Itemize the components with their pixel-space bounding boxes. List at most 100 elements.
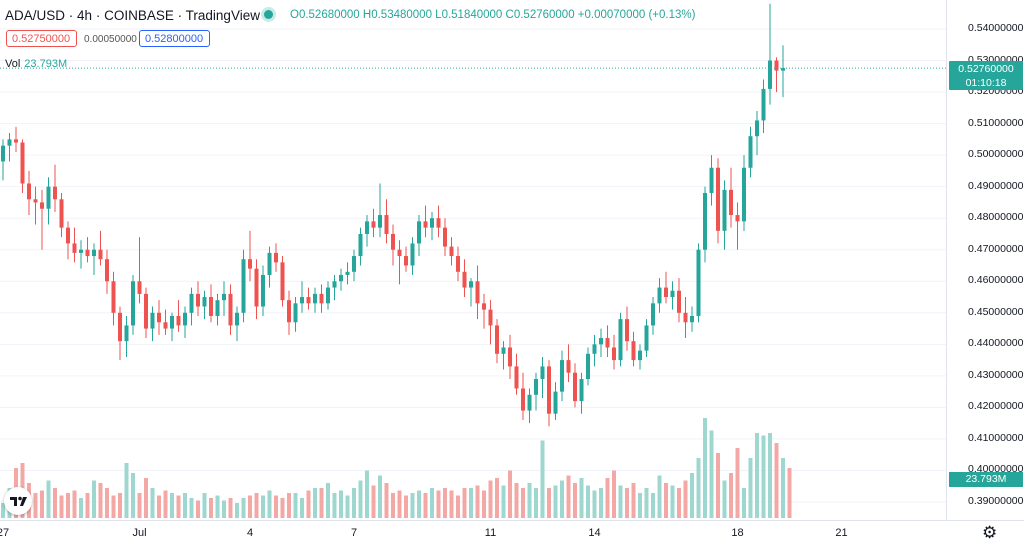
volume-bar [59, 495, 64, 518]
candle-body [631, 341, 636, 361]
price-tick-label: 0.54000000 [968, 22, 1024, 34]
volume-bar [430, 488, 434, 518]
candle-body [40, 202, 44, 209]
candle-body [371, 221, 376, 228]
candle-body [131, 281, 135, 326]
time-tick-label: 18 [731, 527, 744, 539]
candle-body [1, 145, 5, 162]
candle-body [66, 227, 70, 244]
volume-bar [651, 493, 655, 518]
volume-bar [755, 433, 759, 518]
candle-body [144, 293, 148, 329]
price-tick-label: 0.47000000 [968, 242, 1024, 255]
volume-bar [261, 495, 265, 518]
candle-body [774, 60, 779, 71]
buy-button[interactable]: 0.52800000 [139, 30, 210, 47]
volume-bar [313, 488, 317, 518]
price-tick-label: 0.43000000 [968, 368, 1024, 381]
price-tick-label: 0.46000000 [968, 274, 1024, 287]
candle-body [781, 68, 785, 71]
candle-body [98, 249, 103, 260]
candle-body [313, 293, 317, 304]
candle-body [683, 312, 688, 323]
volume-bar [150, 488, 155, 518]
candle-body [176, 315, 181, 326]
volume-bar [339, 490, 343, 518]
candle-body [20, 142, 25, 184]
candle-body [170, 315, 174, 329]
candle-body [79, 249, 83, 253]
candle-body [254, 268, 259, 307]
volume-bar [644, 488, 649, 518]
volume-bar [540, 440, 545, 518]
sell-button[interactable]: 0.52750000 [6, 30, 77, 47]
candle-body [521, 388, 525, 411]
volume-bar [248, 495, 252, 518]
market-status-icon[interactable] [264, 10, 273, 19]
volume-bar [722, 480, 727, 518]
candle-body [748, 136, 753, 168]
volume-legend[interactable]: Vol 23.793M [5, 58, 67, 70]
volume-bar [358, 480, 363, 518]
volume-bar [352, 488, 356, 518]
volume-bar [462, 488, 467, 518]
volume-bar [482, 490, 486, 518]
price-tick-label: 0.48000000 [968, 211, 1024, 224]
volume-bar [527, 483, 532, 518]
candle-body [677, 290, 681, 313]
volume-bar [508, 470, 512, 518]
candle-body [27, 183, 31, 200]
candle-body [14, 139, 18, 143]
x-axis-line [0, 520, 1024, 521]
symbol-header[interactable]: ADA/USD · 4h · COINBASE · TradingView [5, 8, 260, 23]
price-tick-label: 0.44000000 [968, 337, 1024, 350]
volume-bar [774, 443, 779, 518]
candle-body [189, 293, 194, 313]
volume-bar [553, 485, 558, 518]
candle-body [761, 88, 766, 121]
candle-body [150, 312, 155, 329]
change-value: +0.00070000 (+0.13%) [577, 9, 696, 21]
candle-body [722, 189, 727, 231]
volume-bar [670, 485, 675, 518]
volume-bar [417, 490, 421, 518]
interval-label[interactable]: 4h [77, 8, 93, 23]
volume-bar [781, 458, 785, 518]
volume-bar [443, 488, 447, 518]
volume-bar [664, 483, 668, 518]
candle-body [488, 309, 493, 326]
candle-body [391, 233, 395, 250]
candle-body [670, 290, 675, 298]
volume-bar [521, 488, 525, 518]
price-tick-label: 0.41000000 [968, 431, 1024, 444]
volume-bar [1, 503, 5, 518]
exchange-label: COINBASE [104, 8, 174, 23]
candle-body [423, 221, 428, 228]
candle-body [436, 218, 441, 228]
candle-body [248, 259, 252, 269]
gear-icon[interactable]: ⚙ [982, 523, 998, 542]
volume-bar [274, 495, 278, 518]
candle-body [573, 372, 577, 402]
volume-bar [144, 478, 148, 518]
candle-body [625, 319, 629, 342]
candle-body [196, 293, 200, 307]
symbol-name[interactable]: ADA/USD [5, 8, 66, 23]
candle-body [85, 249, 90, 257]
header-separator: · [68, 8, 74, 23]
volume-bar [98, 483, 103, 518]
volume-bar [397, 490, 402, 518]
volume-bar [189, 498, 194, 518]
volume-bar [267, 490, 272, 518]
candle-body [612, 347, 616, 361]
price-axis[interactable] [946, 0, 1024, 520]
candle-body [768, 60, 772, 89]
volume-bar [228, 498, 233, 518]
candle-body [462, 271, 467, 288]
tradingview-logo-icon[interactable] [4, 487, 32, 515]
volume-bar [365, 470, 369, 518]
candle-body [319, 293, 324, 304]
candle-body [703, 192, 707, 250]
